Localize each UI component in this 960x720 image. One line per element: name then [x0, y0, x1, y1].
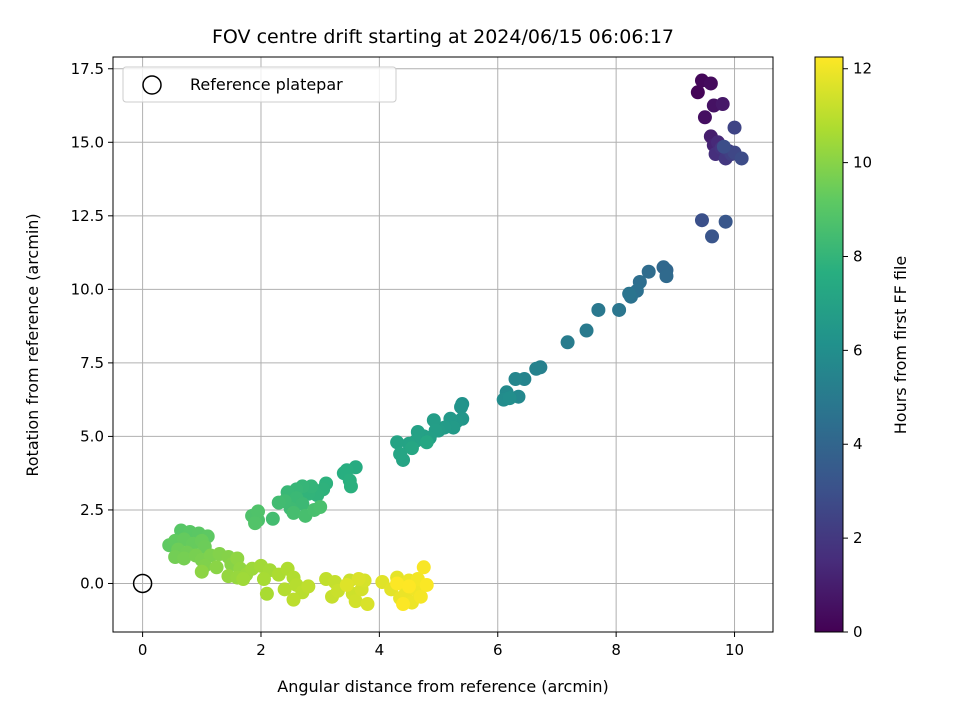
- data-point: [718, 214, 733, 229]
- colorbar-label: Hours from first FF file: [891, 256, 910, 435]
- data-point: [529, 361, 544, 376]
- data-point: [413, 589, 428, 604]
- reference-platepar-marker: [132, 573, 153, 594]
- data-point: [194, 564, 209, 579]
- data-point: [277, 582, 292, 597]
- x-tick-label: 10: [725, 641, 744, 659]
- data-point: [694, 213, 709, 228]
- data-point: [591, 302, 606, 317]
- legend: Reference platepar: [122, 66, 397, 103]
- y-tick-label: 2.5: [80, 501, 104, 519]
- colorbar-gradient: [814, 56, 844, 633]
- x-tick-label: 8: [611, 641, 621, 659]
- colorbar-tick-label: 12: [853, 60, 872, 78]
- data-point: [351, 572, 366, 587]
- y-axis-ticks: 0.0 2.5 5.0 7.5 10.0 12.5 15.0 17.5: [71, 60, 113, 592]
- y-tick-label: 12.5: [71, 207, 104, 225]
- data-point: [454, 400, 469, 414]
- data-point: [348, 594, 363, 609]
- chart-title: FOV centre drift starting at 2024/06/15 …: [212, 26, 674, 48]
- y-tick-label: 15.0: [71, 133, 104, 151]
- colorbar-tick-label: 0: [853, 623, 863, 641]
- data-point: [727, 120, 742, 135]
- y-tick-label: 17.5: [71, 60, 104, 78]
- data-point: [286, 592, 301, 607]
- y-tick-label: 10.0: [71, 280, 104, 298]
- data-point: [313, 500, 328, 514]
- y-tick-label: 5.0: [80, 427, 104, 445]
- x-tick-label: 2: [256, 641, 266, 659]
- legend-marker: [142, 75, 162, 95]
- data-point: [716, 139, 731, 154]
- data-point: [301, 579, 316, 594]
- data-point: [209, 560, 224, 575]
- x-axis-label: Angular distance from reference (arcmin): [277, 677, 608, 696]
- plot-frame: [112, 56, 774, 633]
- data-point: [426, 413, 441, 428]
- legend-box: [122, 66, 397, 103]
- data-point: [259, 586, 274, 601]
- data-point: [390, 576, 405, 591]
- y-axis-label: Rotation from reference (arcmin): [23, 213, 42, 476]
- y-tick-label: 0.0: [80, 574, 104, 592]
- data-point: [339, 577, 354, 592]
- data-point: [734, 151, 749, 166]
- colorbar: 0 2 4 6 8 10 12 Hours from first FF file: [814, 56, 910, 641]
- x-tick-label: 4: [375, 641, 385, 659]
- data-point: [265, 511, 280, 526]
- data-point: [295, 497, 310, 512]
- data-point: [360, 597, 375, 612]
- data-point: [690, 85, 705, 100]
- y-tick-label: 7.5: [80, 354, 104, 372]
- data-point: [419, 577, 434, 592]
- data-point: [401, 579, 416, 594]
- data-point: [659, 269, 674, 284]
- data-point: [612, 302, 627, 317]
- data-point: [419, 435, 434, 450]
- colorbar-tick-label: 8: [853, 247, 863, 265]
- data-point: [560, 335, 575, 350]
- x-tick-label: 0: [138, 641, 148, 659]
- legend-entry-label: Reference platepar: [190, 75, 343, 94]
- colorbar-tick-label: 4: [853, 435, 863, 453]
- data-point: [641, 264, 656, 279]
- data-point: [343, 479, 358, 494]
- colorbar-tick-label: 2: [853, 529, 863, 547]
- colorbar-tick-label: 6: [853, 341, 863, 359]
- data-point: [622, 286, 637, 301]
- colorbar-tick-label: 10: [853, 154, 872, 172]
- data-point: [286, 505, 301, 520]
- data-point: [508, 372, 523, 387]
- data-point: [393, 447, 408, 462]
- data-point: [404, 441, 419, 456]
- data-point: [236, 572, 251, 587]
- data-point: [271, 495, 286, 510]
- grid-lines: [113, 57, 773, 632]
- data-point: [715, 97, 730, 112]
- data-points: [162, 73, 749, 612]
- data-point: [703, 76, 718, 91]
- data-point: [251, 504, 266, 519]
- data-point: [248, 516, 263, 531]
- data-point: [502, 391, 517, 406]
- data-point: [390, 435, 405, 450]
- data-point: [256, 572, 271, 587]
- data-point: [396, 597, 411, 612]
- data-point: [416, 560, 431, 575]
- data-point: [177, 551, 192, 566]
- x-tick-label: 6: [493, 641, 503, 659]
- data-point: [705, 229, 720, 244]
- data-point: [579, 323, 594, 338]
- colorbar-ticks: 0 2 4 6 8 10 12: [843, 60, 872, 641]
- x-axis-ticks: 0 2 4 6 8 10: [138, 632, 744, 659]
- data-point: [697, 110, 712, 125]
